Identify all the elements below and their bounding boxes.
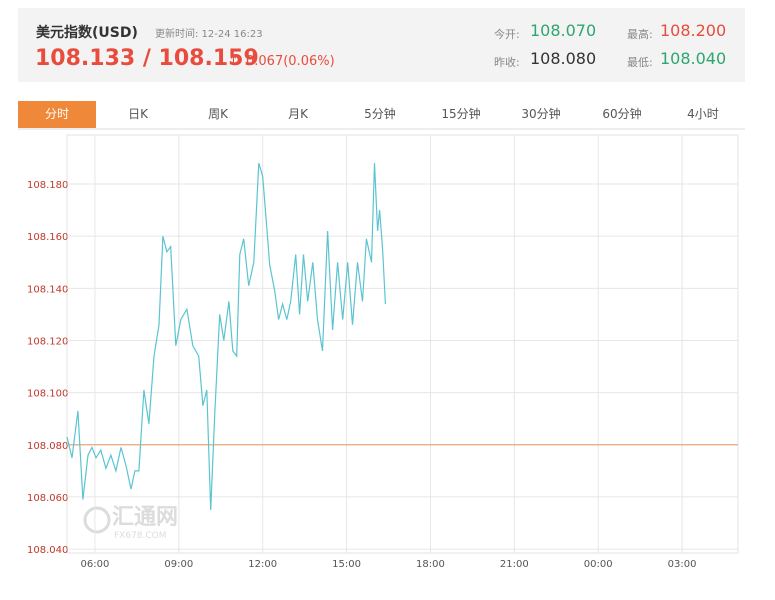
tab[interactable]: 周K	[208, 107, 228, 121]
prev-close-value: 108.080	[530, 49, 597, 68]
tab[interactable]: 30分钟	[521, 107, 561, 121]
price-line	[66, 163, 386, 511]
plot-frame	[66, 134, 739, 554]
tab[interactable]: 4小时	[687, 107, 719, 121]
price: 108.133 / 108.159	[35, 46, 259, 71]
y-tick-label: 108.120	[27, 336, 68, 347]
y-tick-label: 108.160	[27, 232, 68, 243]
x-tick-label: 18:00	[416, 559, 445, 570]
arrow: ↑	[228, 54, 239, 69]
low-label: 最低:	[627, 56, 653, 69]
tab[interactable]: 60分钟	[602, 107, 642, 121]
change: 0.067(0.06%)	[246, 54, 335, 69]
tab[interactable]: 分时	[18, 101, 96, 128]
tab[interactable]: 日K	[128, 107, 148, 121]
high-label: 最高:	[627, 28, 653, 41]
x-tick-label: 21:00	[500, 559, 529, 570]
y-tick-label: 108.100	[27, 389, 68, 400]
x-tick-label: 00:00	[584, 559, 613, 570]
y-tick-label: 108.060	[27, 493, 68, 504]
low-value: 108.040	[660, 49, 727, 68]
header: 美元指数(USD) 更新时间: 12-24 16:23 108.133 / 10…	[18, 8, 745, 82]
title: 美元指数(USD)	[36, 25, 138, 41]
open-value: 108.070	[530, 21, 597, 40]
watermark-sub: FX678.COM	[114, 531, 167, 541]
tab[interactable]: 月K	[288, 107, 308, 121]
prev-close-label: 昨收:	[494, 56, 520, 69]
tab[interactable]: 15分钟	[441, 107, 481, 121]
x-tick-label: 12:00	[248, 559, 277, 570]
y-tick-label: 108.040	[27, 545, 68, 556]
open-label: 今开:	[494, 28, 520, 41]
y-tick-label: 108.180	[27, 180, 68, 191]
y-tick-label: 108.080	[27, 441, 68, 452]
x-tick-label: 15:00	[332, 559, 361, 570]
watermark-logo	[83, 506, 111, 534]
watermark: 汇通网	[112, 505, 178, 530]
update-time: 更新时间: 12-24 16:23	[155, 29, 263, 40]
tab[interactable]: 5分钟	[364, 107, 396, 121]
high-value: 108.200	[660, 21, 727, 40]
x-tick-label: 06:00	[81, 559, 110, 570]
x-tick-label: 03:00	[668, 559, 697, 570]
y-tick-label: 108.140	[27, 284, 68, 295]
x-tick-label: 09:00	[164, 559, 193, 570]
